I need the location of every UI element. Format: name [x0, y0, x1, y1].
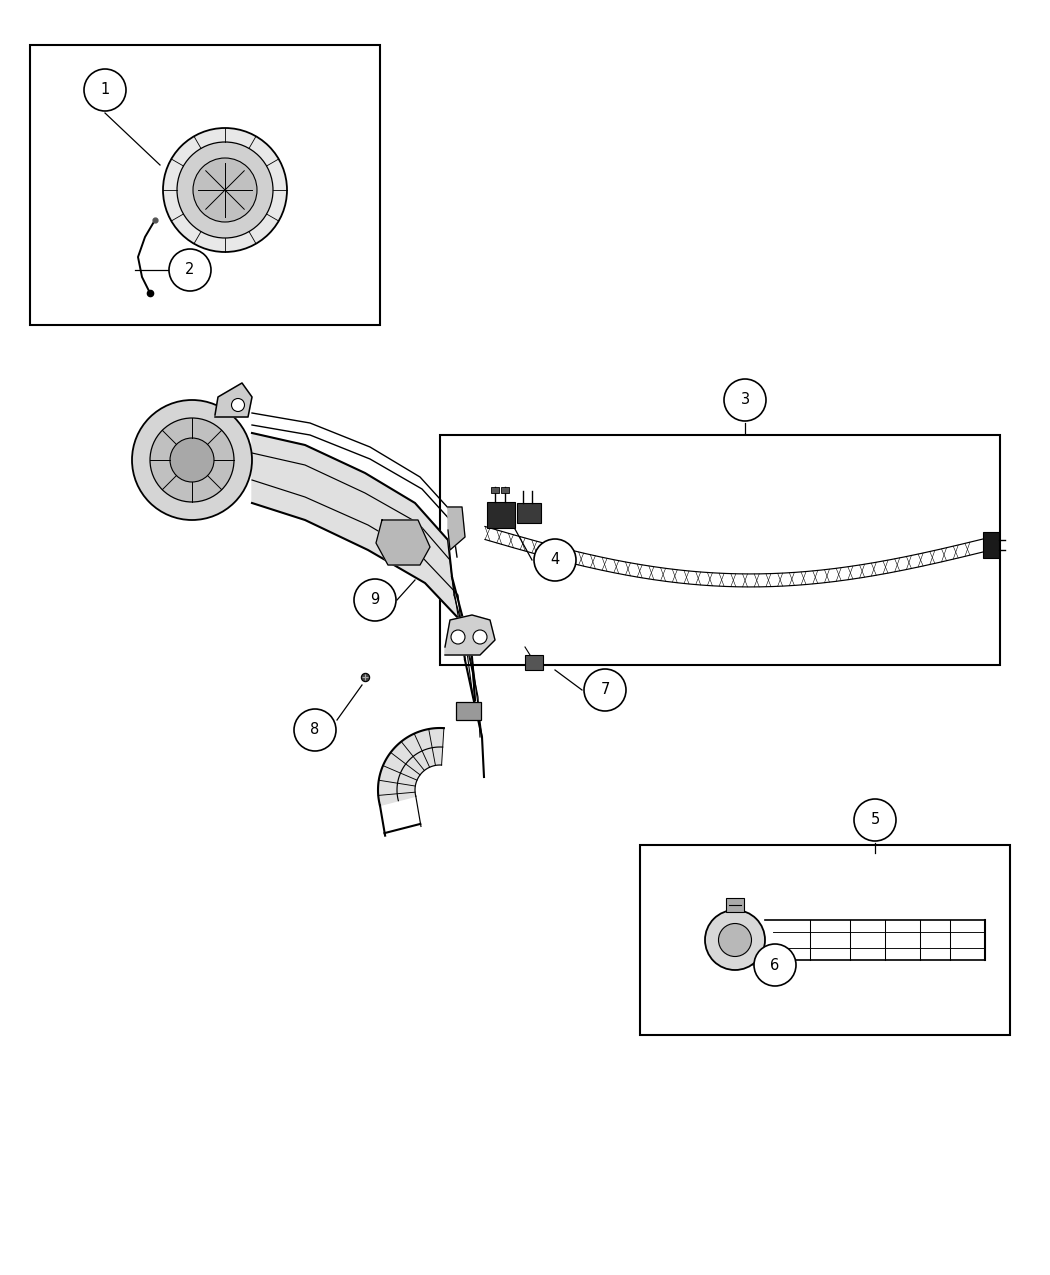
Bar — [517, 504, 541, 523]
Circle shape — [84, 69, 126, 111]
Bar — [491, 487, 499, 493]
Circle shape — [163, 128, 287, 252]
Text: 4: 4 — [550, 552, 560, 567]
Bar — [525, 655, 543, 669]
Bar — [726, 898, 744, 912]
Bar — [30, 45, 380, 325]
Bar — [440, 435, 1000, 666]
Circle shape — [452, 630, 465, 644]
Circle shape — [193, 158, 257, 222]
Text: 2: 2 — [185, 263, 194, 278]
Circle shape — [754, 944, 796, 986]
Circle shape — [150, 418, 234, 502]
Circle shape — [177, 142, 273, 238]
Text: 3: 3 — [740, 393, 750, 408]
Circle shape — [718, 923, 752, 956]
Circle shape — [705, 910, 765, 970]
Circle shape — [169, 249, 211, 291]
Bar — [640, 845, 1010, 1035]
Circle shape — [584, 669, 626, 711]
Polygon shape — [252, 434, 465, 660]
Circle shape — [294, 709, 336, 751]
Circle shape — [534, 539, 576, 581]
Circle shape — [231, 399, 245, 412]
Text: 9: 9 — [371, 593, 380, 607]
Text: 6: 6 — [771, 958, 779, 973]
Bar — [487, 502, 514, 528]
Text: 7: 7 — [601, 682, 610, 697]
Circle shape — [472, 630, 487, 644]
Circle shape — [854, 799, 896, 842]
Polygon shape — [378, 728, 444, 806]
Text: 5: 5 — [870, 812, 880, 827]
Circle shape — [132, 400, 252, 520]
Polygon shape — [376, 520, 430, 565]
Circle shape — [724, 379, 766, 421]
Polygon shape — [448, 507, 465, 550]
Polygon shape — [215, 382, 252, 417]
Circle shape — [170, 439, 214, 482]
Polygon shape — [445, 615, 495, 655]
Text: 1: 1 — [101, 83, 109, 97]
Bar — [501, 487, 509, 493]
Bar — [983, 532, 999, 558]
Text: 8: 8 — [311, 723, 319, 737]
Circle shape — [354, 579, 396, 621]
Bar — [456, 703, 481, 720]
